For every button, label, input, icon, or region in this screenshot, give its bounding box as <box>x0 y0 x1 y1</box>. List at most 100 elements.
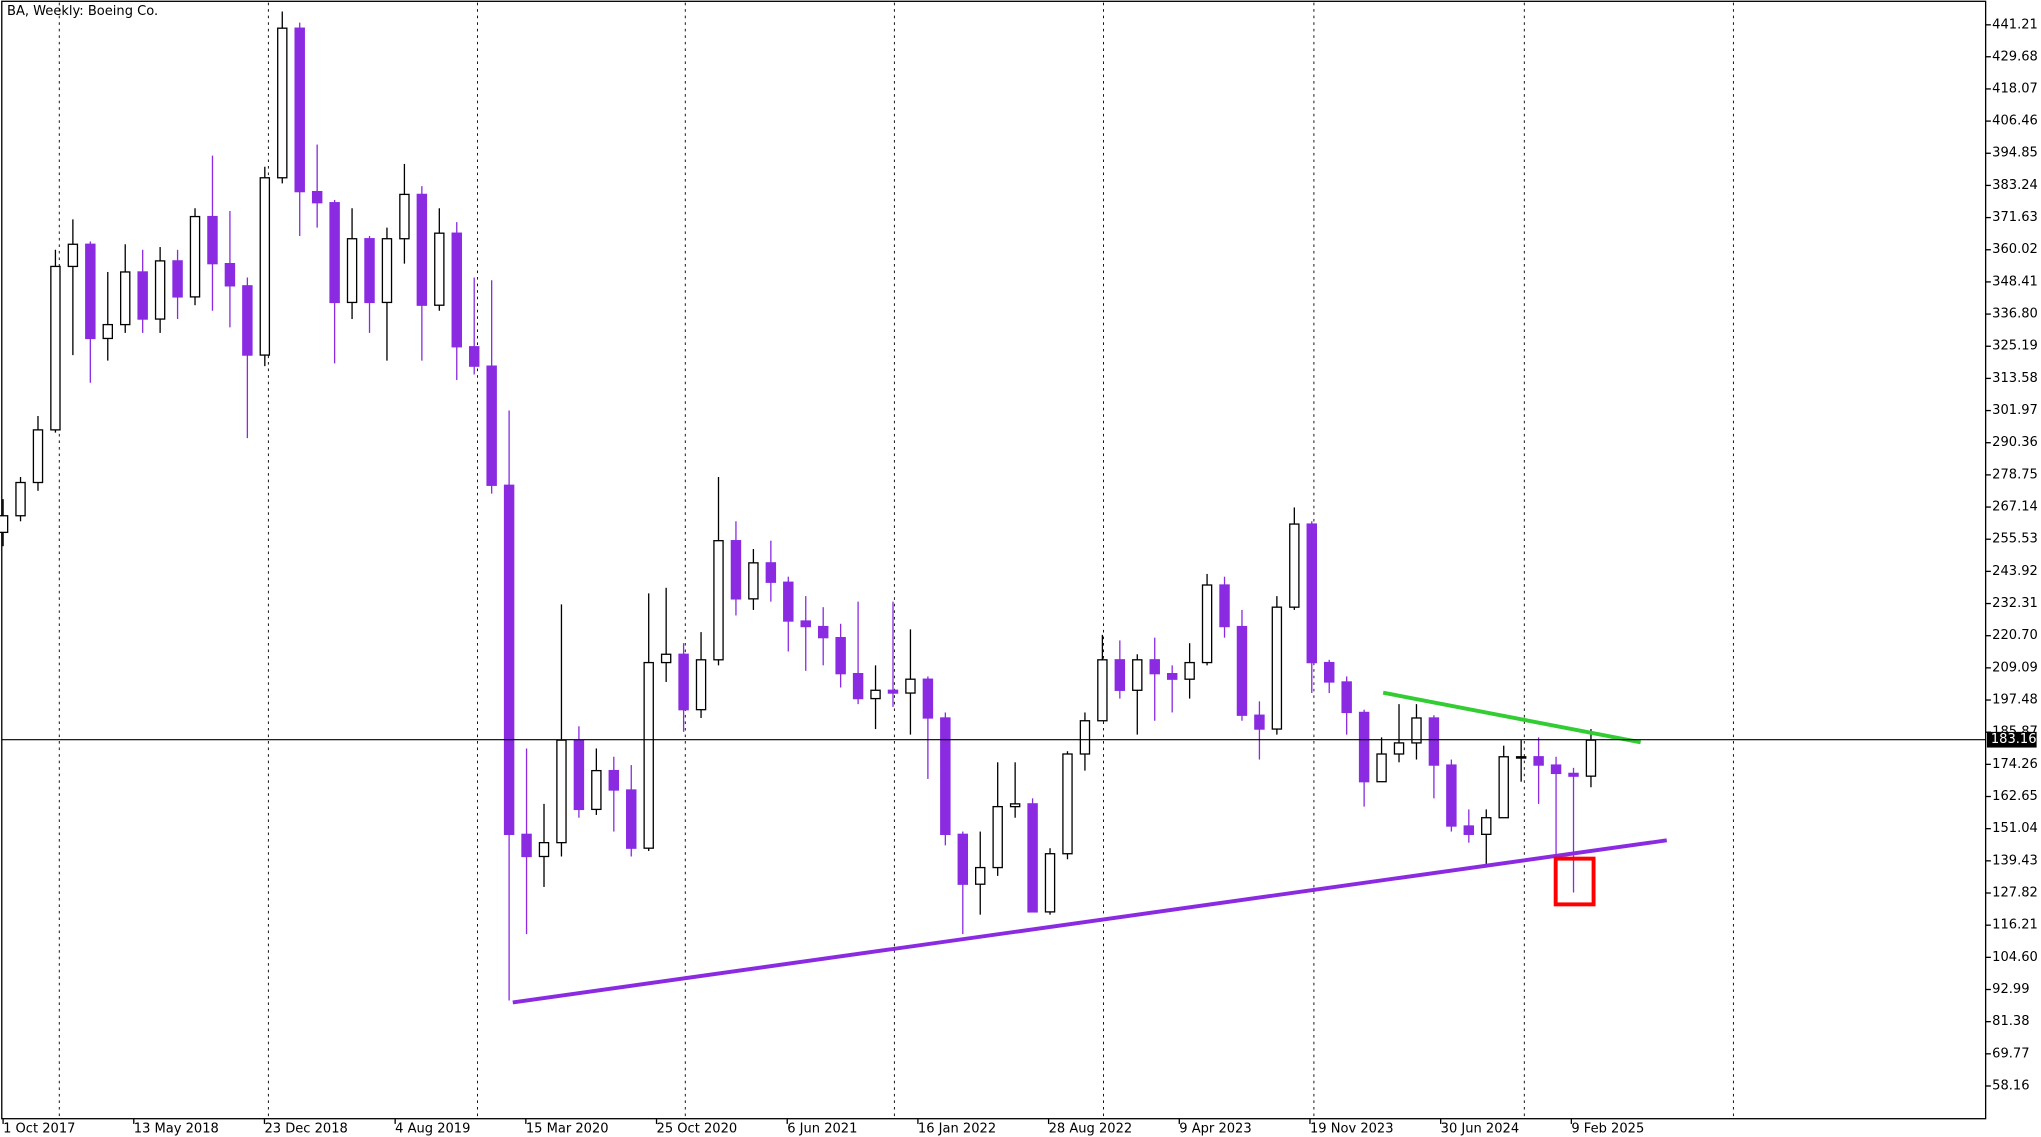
candle-body <box>0 515 9 534</box>
candle-body <box>102 323 114 340</box>
candle-body <box>1568 772 1579 777</box>
candle-body <box>1271 606 1283 730</box>
y-tick-label: 441.21 <box>1992 17 2038 32</box>
plot-frame <box>1 0 1987 1120</box>
candle-body <box>172 260 183 298</box>
y-tick-label: 127.82 <box>1992 886 2038 901</box>
y-tick-label: 209.09 <box>1992 660 2038 675</box>
candle-body <box>835 636 846 675</box>
candle-body <box>870 689 881 700</box>
candle-body <box>957 833 969 885</box>
x-tick-label: 28 Aug 2022 <box>1049 1122 1133 1137</box>
candle-body <box>713 540 724 661</box>
x-tick-label: 19 Nov 2023 <box>1310 1122 1394 1137</box>
x-tick-label: 9 Apr 2023 <box>1179 1122 1251 1137</box>
candle-body <box>1062 753 1073 855</box>
candle-body <box>1079 720 1091 755</box>
x-tick-label: 9 Feb 2025 <box>1571 1122 1644 1137</box>
y-tick-label: 313.58 <box>1992 371 2038 386</box>
candle-body <box>259 177 271 356</box>
candle-body <box>783 581 794 622</box>
resistance-trendline <box>1382 690 1641 745</box>
candle-body <box>817 625 829 639</box>
candle-body <box>1201 584 1213 664</box>
candle-body <box>311 190 323 204</box>
candle-body <box>538 841 550 858</box>
candle-body <box>67 243 79 268</box>
candle-body <box>346 238 358 304</box>
candle-body <box>922 678 934 719</box>
x-tick-label: 6 Jun 2021 <box>787 1122 857 1137</box>
candle-body <box>189 215 201 298</box>
y-tick-label: 69.77 <box>1992 1046 2029 1061</box>
y-tick-label: 418.07 <box>1992 81 2038 96</box>
y-tick-label: 383.24 <box>1992 178 2038 193</box>
current-price-box <box>1986 731 2037 748</box>
candle-body <box>1341 681 1352 714</box>
candle-body <box>1533 756 1544 766</box>
y-tick-label: 162.65 <box>1992 789 2038 804</box>
chart-title: BA, Weekly: Boeing Co. <box>7 4 158 19</box>
candle-body <box>154 260 166 320</box>
candle-body <box>329 202 340 304</box>
candle-body <box>119 271 131 326</box>
candle-body <box>1515 756 1527 759</box>
y-tick-label: 174.26 <box>1992 757 2038 772</box>
y-tick-label: 348.41 <box>1992 274 2038 289</box>
candle-body <box>1323 661 1335 683</box>
x-tick-label: 30 Jun 2024 <box>1441 1122 1520 1137</box>
x-tick-label: 23 Dec 2018 <box>264 1122 347 1137</box>
y-tick-label: 406.46 <box>1992 114 2038 129</box>
candle-body <box>608 769 620 791</box>
candle-body <box>1428 717 1440 766</box>
candle-body <box>1219 584 1230 628</box>
y-tick-label: 255.53 <box>1992 532 2038 547</box>
y-tick-label: 325.19 <box>1992 339 2038 354</box>
y-tick-label: 220.70 <box>1992 628 2038 643</box>
candle-body <box>1411 717 1422 744</box>
candle-body <box>591 769 602 811</box>
candle-body <box>1132 659 1143 691</box>
candle-body <box>556 739 567 844</box>
candle-body <box>905 678 916 694</box>
candle-body <box>1481 817 1492 835</box>
y-tick-label: 360.02 <box>1992 242 2038 257</box>
y-tick-label: 104.60 <box>1992 950 2038 965</box>
candle-body <box>992 805 1003 869</box>
candle-body <box>695 659 707 711</box>
candle-body <box>1044 853 1056 913</box>
candle-body <box>1463 825 1475 835</box>
candle-body <box>207 215 218 265</box>
candle-body <box>242 285 253 356</box>
candle-body <box>1184 661 1195 680</box>
x-tick-label: 1 Oct 2017 <box>3 1122 75 1137</box>
x-tick-label: 15 Mar 2020 <box>526 1122 609 1137</box>
y-tick-label: 232.31 <box>1992 596 2038 611</box>
current-price-label: 183.16 <box>1991 732 2037 747</box>
candle-body <box>50 265 61 431</box>
candle-body <box>85 243 96 340</box>
candle-body <box>1236 625 1248 716</box>
candle-body <box>15 481 26 517</box>
candle-body <box>277 27 288 179</box>
candle-body <box>1585 739 1597 777</box>
y-tick-label: 278.75 <box>1992 467 2038 482</box>
candle-body <box>416 193 428 306</box>
candle-body <box>1446 764 1457 827</box>
candle-body <box>887 689 899 694</box>
candle-body <box>643 661 654 849</box>
candle-body <box>678 653 689 711</box>
candle-body <box>1358 711 1370 783</box>
candle-body <box>748 562 759 600</box>
y-tick-label: 336.80 <box>1992 307 2038 322</box>
candle-body <box>765 562 777 583</box>
candle-body <box>852 673 864 700</box>
y-tick-label: 371.63 <box>1992 210 2038 225</box>
candle-body <box>730 540 742 600</box>
y-tick-label: 429.68 <box>1992 49 2038 64</box>
candle-body <box>224 263 236 287</box>
x-tick-label: 13 May 2018 <box>134 1122 219 1137</box>
candle-body <box>573 739 585 811</box>
